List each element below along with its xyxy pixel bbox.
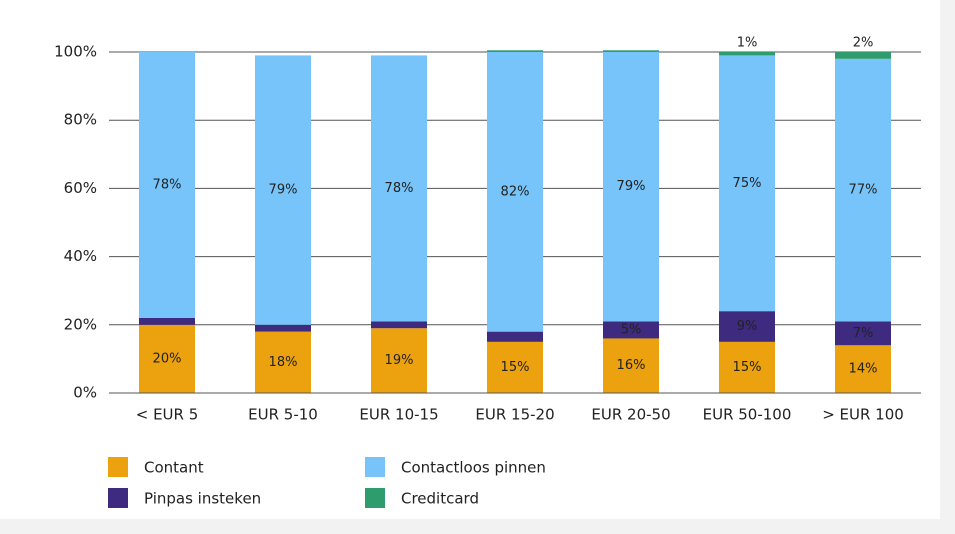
- legend-label: Creditcard: [401, 490, 479, 508]
- data-label: 79%: [617, 179, 646, 194]
- bar-segment: [255, 55, 311, 325]
- bar-segment: [603, 52, 659, 322]
- data-label: 82%: [501, 184, 530, 199]
- data-label: 5%: [621, 322, 642, 337]
- bar-segment: [719, 52, 775, 56]
- y-tick-label: 0%: [73, 384, 97, 402]
- data-label: 9%: [737, 319, 758, 334]
- bar-segment: [255, 331, 311, 393]
- y-tick-label: 60%: [64, 179, 97, 197]
- data-label: 78%: [385, 181, 414, 196]
- legend-label: Pinpas insteken: [144, 490, 261, 508]
- bar-segment: [139, 317, 195, 325]
- legend-swatch: [365, 457, 385, 477]
- bar-segment: [719, 55, 775, 312]
- bar-segment: [139, 324, 195, 393]
- x-tick-label: EUR 50-100: [703, 406, 792, 424]
- bar-segment: [487, 50, 543, 52]
- bar-segment: [603, 338, 659, 393]
- y-tick-label: 80%: [64, 111, 97, 129]
- x-tick-label: EUR 20-50: [591, 406, 670, 424]
- y-tick-label: 40%: [64, 247, 97, 265]
- bar-segment: [835, 52, 891, 59]
- x-tick-label: > EUR 100: [822, 406, 904, 424]
- bar-segment: [487, 52, 543, 332]
- data-label: 78%: [153, 177, 182, 192]
- y-tick-label: 100%: [54, 43, 97, 61]
- bar-segment: [835, 58, 891, 322]
- frame-edge: [940, 0, 955, 534]
- data-label: 2%: [853, 36, 874, 51]
- data-label: 1%: [737, 36, 758, 51]
- legend-label: Contactloos pinnen: [401, 459, 546, 477]
- bar-segment: [835, 345, 891, 393]
- bar-segment: [139, 52, 195, 318]
- bar-segment: [371, 328, 427, 393]
- frame-edge: [0, 519, 955, 534]
- bar-segment: [835, 321, 891, 346]
- bar-segment: [371, 321, 427, 329]
- data-label: 15%: [733, 360, 762, 375]
- data-label: 14%: [849, 362, 878, 377]
- bar-segment: [719, 311, 775, 342]
- x-tick-label: EUR 5-10: [248, 406, 318, 424]
- data-label: 16%: [617, 358, 646, 373]
- legend-swatch: [108, 488, 128, 508]
- x-tick-label: < EUR 5: [136, 406, 199, 424]
- bar-segment: [603, 321, 659, 339]
- x-tick-label: EUR 15-20: [475, 406, 554, 424]
- bar-segment: [487, 331, 543, 342]
- bar-segment: [719, 341, 775, 393]
- x-tick-label: EUR 10-15: [359, 406, 438, 424]
- data-label: 15%: [501, 360, 530, 375]
- data-label: 19%: [385, 353, 414, 368]
- data-label: 18%: [269, 355, 298, 370]
- data-label: 7%: [853, 326, 874, 341]
- bar-segment: [603, 50, 659, 52]
- legend-swatch: [108, 457, 128, 477]
- data-label: 75%: [733, 176, 762, 191]
- y-tick-label: 20%: [64, 315, 97, 333]
- data-label: 77%: [849, 183, 878, 198]
- legend-label: Contant: [144, 459, 204, 477]
- bar-segment: [371, 55, 427, 322]
- bar-segment: [255, 324, 311, 332]
- legend-swatch: [365, 488, 385, 508]
- bar-segment: [487, 341, 543, 393]
- data-label: 79%: [269, 183, 298, 198]
- data-label: 20%: [153, 351, 182, 366]
